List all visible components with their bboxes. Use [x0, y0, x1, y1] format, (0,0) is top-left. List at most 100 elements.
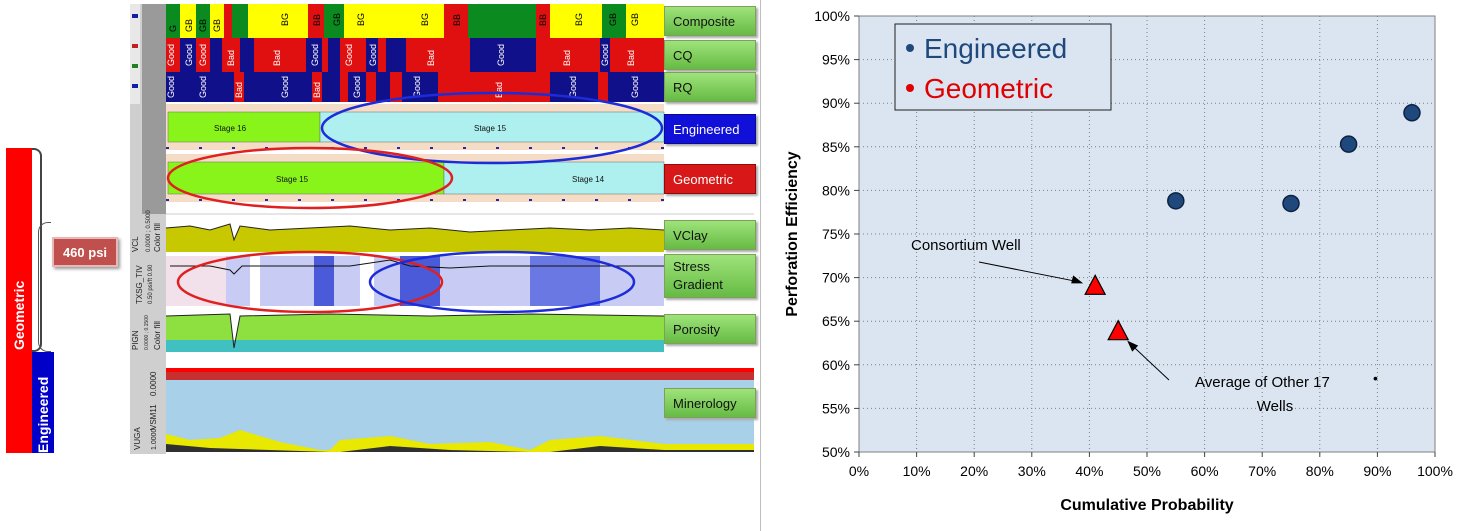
minerology-label: Minerology	[664, 388, 756, 418]
composite-track: G GB GB GB BG BB GB BG BG BB BB BG GB GB	[166, 4, 664, 38]
y-tick-label: 100%	[814, 8, 850, 24]
geometric-stage-ellipse	[166, 146, 454, 210]
y-tick-label: 55%	[822, 400, 850, 416]
svg-text:Good: Good	[198, 76, 208, 98]
engineered-point	[1403, 104, 1421, 122]
well-log-panel: G GB GB GB BG BB GB BG BG BB BB BG GB GB	[130, 4, 758, 454]
svg-text:Good: Good	[412, 76, 422, 98]
consortium-arrowhead	[1071, 275, 1084, 284]
vcl-fill-header: Color fill	[153, 223, 162, 252]
svg-text:GB: GB	[332, 13, 342, 26]
svg-text:Good: Good	[166, 44, 176, 66]
cq-track: Good Good Good Bad Bad Good Good Good Ba…	[166, 38, 664, 72]
svg-text:Good: Good	[280, 76, 290, 98]
average-arrow	[1129, 343, 1170, 381]
svg-text:Bad: Bad	[272, 50, 282, 66]
svg-text:Good: Good	[600, 44, 610, 66]
svg-text:Good: Good	[166, 76, 176, 98]
x-tick-label: 0%	[849, 463, 869, 479]
average-label-line2: Wells	[1257, 398, 1293, 415]
y-tick-label: 85%	[822, 139, 850, 155]
vcl-range-header: 0.0000 ; 0.5000	[146, 210, 152, 252]
y-tick-label: 95%	[822, 52, 850, 68]
geometric-stage-a-label: Stage 15	[276, 175, 309, 184]
legend-engineered-marker	[906, 44, 914, 52]
left-pressure-bars: Geometric Engineered	[0, 140, 60, 460]
x-tick-label: 70%	[1248, 463, 1276, 479]
svg-text:BG: BG	[280, 13, 290, 26]
txsg-range-header: 0.50 psi/ft 0.90	[148, 264, 154, 304]
stress-gradient-label: Stress Gradient	[664, 254, 756, 298]
x-tick-label: 20%	[960, 463, 988, 479]
svg-text:Good: Good	[568, 76, 578, 98]
vclay-track	[165, 204, 754, 254]
geometric-bar-inner	[32, 148, 42, 352]
geometric-point	[1084, 274, 1107, 295]
svg-text:GB: GB	[630, 13, 640, 26]
engineered-stage-track	[166, 104, 665, 150]
svg-text:BB: BB	[538, 14, 548, 26]
legend: Engineered Geometric	[894, 23, 1112, 111]
geometric-bar	[6, 148, 32, 453]
engineered-point	[1339, 135, 1358, 153]
rq-label: RQ	[664, 72, 756, 102]
svg-text:Bad: Bad	[312, 82, 322, 98]
porosity-track	[165, 308, 665, 352]
y-tick-label: 65%	[822, 313, 850, 329]
svg-text:Good: Good	[344, 44, 354, 66]
svg-text:BB: BB	[452, 14, 462, 26]
x-tick-label: 90%	[1363, 463, 1391, 479]
svg-text:BG: BG	[356, 13, 366, 26]
y-tick-label: 90%	[822, 95, 850, 111]
porosity-label: Porosity	[664, 314, 756, 344]
geometric-stage-track	[166, 154, 665, 202]
stress-label-line2: Gradient	[673, 277, 723, 292]
svg-text:Bad: Bad	[426, 50, 436, 66]
composite-label: Composite	[664, 6, 756, 36]
consortium-arrow	[978, 261, 1082, 283]
stress-label-line1: Stress	[673, 259, 710, 274]
pign-header: PIGN	[131, 330, 140, 350]
y-tick-label: 50%	[822, 444, 850, 460]
svg-text:GB: GB	[212, 19, 222, 32]
svg-text:Good: Good	[310, 44, 320, 66]
vuga-bottom-value: 1.0000	[151, 428, 158, 450]
marks-layer	[1084, 104, 1421, 341]
legend-geometric-marker	[906, 84, 914, 92]
svg-text:Good: Good	[368, 44, 378, 66]
geometric-stage-b-label: Stage 14	[572, 175, 605, 184]
svg-text:Good: Good	[184, 44, 194, 66]
svg-text:Good: Good	[352, 76, 362, 98]
average-arrowhead	[1127, 340, 1139, 352]
geometric-point	[1107, 319, 1130, 341]
engineered-stage-ellipse	[320, 91, 664, 165]
vuga-header: VUGA	[133, 427, 142, 450]
annotation-layer: Consortium Well Average of Other 17 Wells	[911, 237, 1330, 415]
vuga-top-value: 0.0000	[149, 371, 158, 396]
pressure-bracket	[38, 222, 51, 352]
engineered-bar	[32, 352, 54, 453]
pign-range-header: 0.0000 ; 0.1500	[144, 315, 150, 350]
engineered-point	[1167, 192, 1185, 210]
x-tick-label: 50%	[1133, 463, 1161, 479]
y-tick-label: 60%	[822, 357, 850, 373]
minerology-track	[166, 368, 754, 452]
svg-text:BB: BB	[312, 14, 322, 26]
svg-text:BG: BG	[574, 13, 584, 26]
well-log-svg: G GB GB GB BG BB GB BG BG BB BB BG GB GB	[130, 4, 754, 454]
svg-text:Bad: Bad	[626, 50, 636, 66]
engineered-stage-b-label: Stage 15	[474, 124, 507, 133]
x-tick-label: 60%	[1191, 463, 1219, 479]
engineered-bar-label: Engineered	[35, 376, 51, 453]
stress-blue-ellipse	[368, 250, 636, 314]
x-tick-label: 80%	[1306, 463, 1334, 479]
engineered-point	[1282, 194, 1300, 213]
pign-fill-header: Color fill	[153, 321, 162, 350]
engineered-stage-a-label: Stage 16	[214, 124, 247, 133]
depth-tick-strip	[132, 14, 138, 88]
geometric-bar-label: Geometric	[11, 280, 27, 350]
svg-text:BG: BG	[420, 13, 430, 26]
stress-red-ellipse	[176, 250, 444, 314]
y-tick-label: 75%	[822, 226, 850, 242]
y-tick-label: 70%	[822, 270, 850, 286]
